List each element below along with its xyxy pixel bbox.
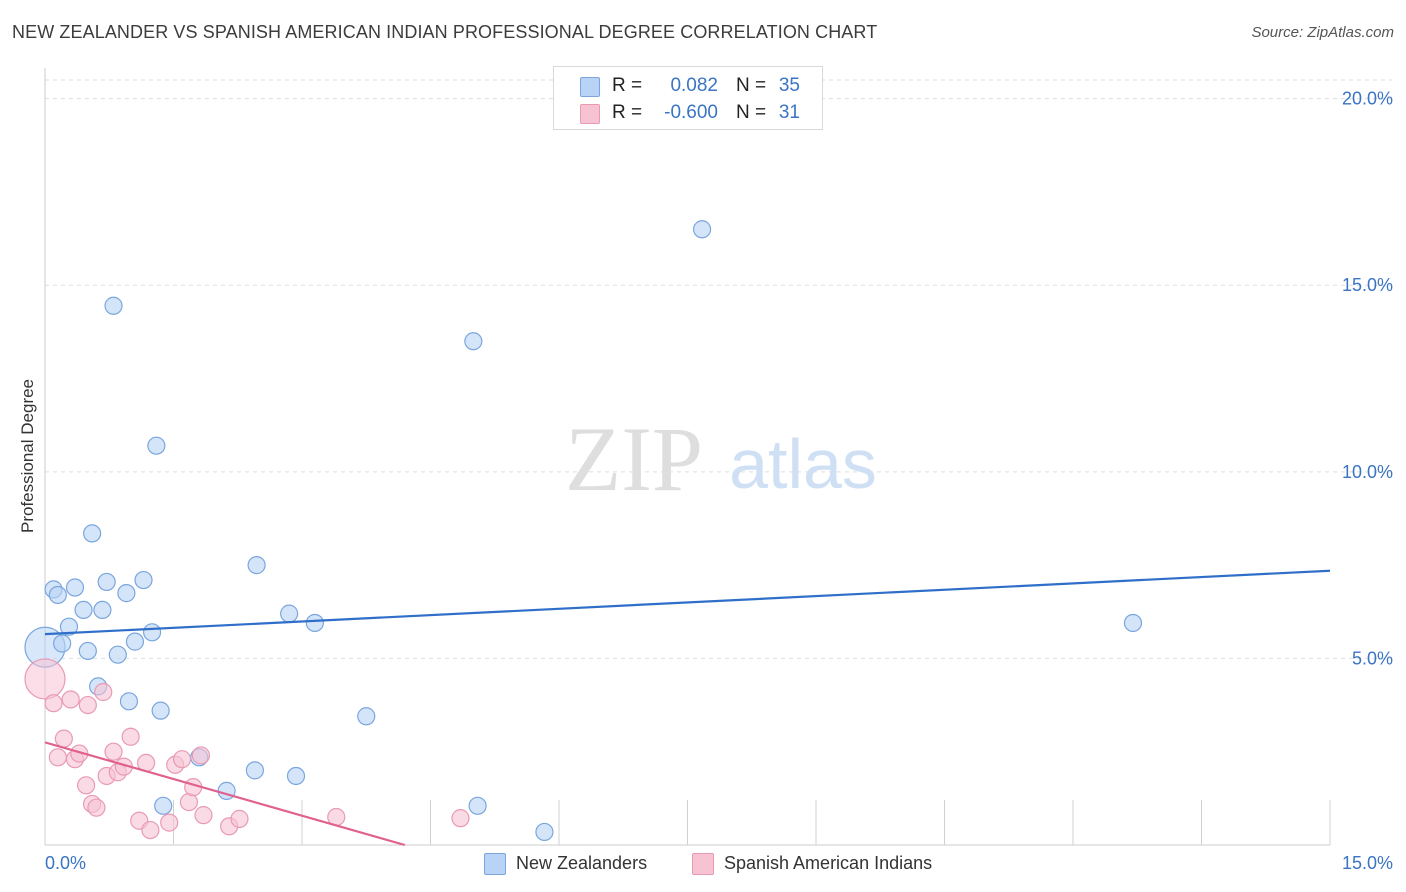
watermark: ZIP atlas — [565, 408, 877, 510]
new-zealander-point — [54, 635, 71, 652]
bottom-legend-swatch-pink — [692, 853, 714, 875]
spanish-american-indian-point — [142, 822, 159, 839]
new-zealander-point — [358, 708, 375, 725]
new-zealander-point — [75, 601, 92, 618]
legend-row-new-zealanders: R = 0.082 N = 35 — [554, 73, 822, 99]
new-zealander-point — [694, 221, 711, 238]
new-zealander-point — [536, 823, 553, 840]
legend-r-value: -0.600 — [646, 102, 718, 124]
y-tick-label: 15.0% — [1342, 275, 1393, 295]
legend-n-label: N = — [736, 102, 766, 124]
spanish-american-indian-point — [192, 747, 209, 764]
spanish-american-indian-point — [62, 691, 79, 708]
new-zealander-point — [1124, 614, 1141, 631]
spanish-american-indian-point — [78, 777, 95, 794]
x-tick-label: 0.0% — [45, 853, 86, 873]
new-zealander-point — [248, 557, 265, 574]
new-zealander-point — [94, 601, 111, 618]
new-zealander-point — [148, 437, 165, 454]
scatter-chart: ZIP atlas 5.0% 10.0% 15.0% 20.0% 0.0% 15.0% — [0, 0, 1406, 892]
new-zealander-point — [288, 767, 305, 784]
tick-labels: 5.0% 10.0% 15.0% 20.0% 0.0% 15.0% — [45, 89, 1393, 873]
spanish-american-indian-point — [95, 684, 112, 701]
grid-layer — [45, 80, 1392, 658]
new-zealander-point — [152, 702, 169, 719]
legend-r-label: R = — [612, 75, 642, 97]
legend-swatch-pink — [580, 104, 600, 124]
watermark-zip: ZIP — [565, 408, 703, 510]
x-tick-label: 15.0% — [1342, 853, 1393, 873]
bottom-legend-label: New Zealanders — [516, 853, 647, 874]
y-tick-label: 20.0% — [1342, 89, 1393, 109]
spanish-american-indian-point — [25, 659, 65, 699]
new-zealander-point — [135, 572, 152, 589]
new-zealander-point — [246, 762, 263, 779]
spanish-american-indian-point — [161, 814, 178, 831]
legend-r-value: 0.082 — [646, 75, 718, 97]
spanish-american-indian-point — [174, 751, 191, 768]
spanish-american-indian-point — [88, 799, 105, 816]
spanish-american-indian-point — [55, 730, 72, 747]
spanish-american-indian-point — [452, 810, 469, 827]
y-tick-label: 10.0% — [1342, 462, 1393, 482]
new-zealander-point — [79, 642, 96, 659]
y-axis-label: Professional Degree — [18, 379, 38, 533]
spanish-american-indian-point — [180, 794, 197, 811]
bottom-legend-swatch-blue — [484, 853, 506, 875]
new-zealander-point — [84, 525, 101, 542]
new-zealander-point — [66, 579, 83, 596]
new-zealander-point — [306, 614, 323, 631]
new-zealander-point — [98, 573, 115, 590]
new-zealander-point — [281, 605, 298, 622]
new-zealander-point — [465, 333, 482, 350]
spanish-american-indian-point — [79, 697, 96, 714]
new-zealander-point — [109, 646, 126, 663]
legend-n-value: 31 — [772, 102, 800, 124]
legend-n-value: 35 — [772, 75, 800, 97]
spanish-american-indian-point — [45, 695, 62, 712]
watermark-atlas: atlas — [729, 425, 877, 503]
spanish-american-indian-point — [195, 807, 212, 824]
correlation-legend: R = 0.082 N = 35 R = -0.600 N = 31 — [553, 66, 823, 130]
new-zealander-point — [105, 297, 122, 314]
spanish-american-indian-point — [49, 749, 66, 766]
new-zealander-point — [126, 633, 143, 650]
legend-n-label: N = — [736, 75, 766, 97]
y-tick-label: 5.0% — [1352, 648, 1393, 668]
bottom-legend-label: Spanish American Indians — [724, 853, 932, 874]
legend-swatch-blue — [580, 77, 600, 97]
legend-r-label: R = — [612, 102, 642, 124]
points-layer — [25, 221, 1141, 841]
legend-row-spanish-american-indians: R = -0.600 N = 31 — [554, 100, 822, 126]
new-zealander-point — [469, 797, 486, 814]
new-zealander-point — [155, 797, 172, 814]
new-zealander-point — [118, 585, 135, 602]
spanish-american-indian-point — [231, 810, 248, 827]
new-zealander-point — [144, 624, 161, 641]
spanish-american-indian-point — [105, 743, 122, 760]
spanish-american-indian-point — [122, 728, 139, 745]
new-zealander-point — [120, 693, 137, 710]
new-zealander-point — [49, 586, 66, 603]
